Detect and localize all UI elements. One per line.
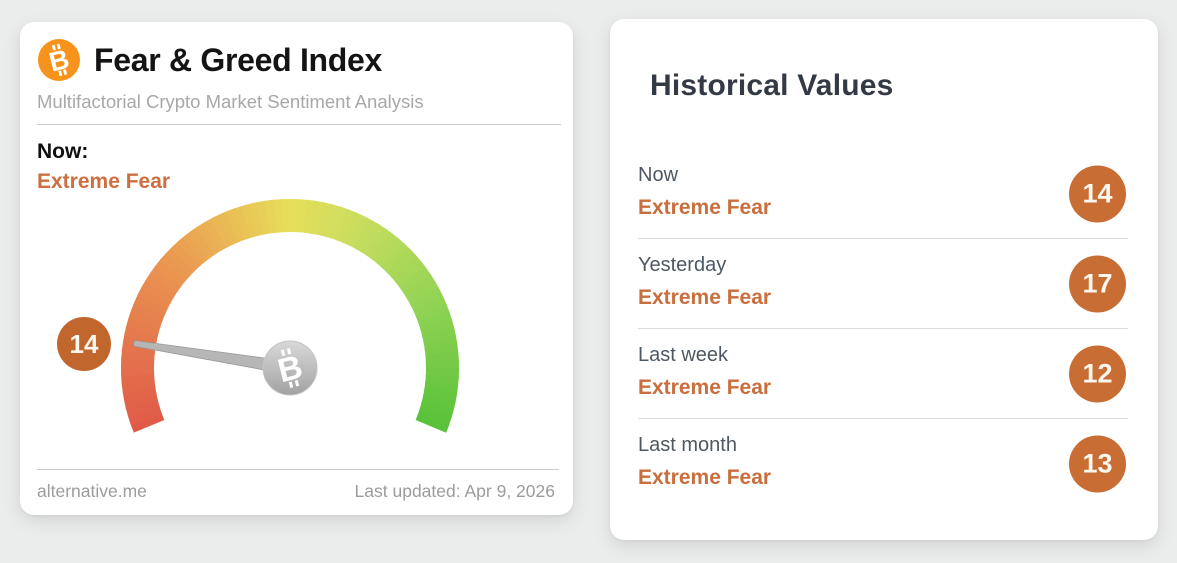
history-period-label: Yesterday — [638, 254, 727, 276]
gauge-value-badge: 14 — [57, 317, 111, 371]
history-sentiment: Extreme Fear — [638, 286, 772, 309]
current-sentiment: Extreme Fear — [37, 170, 171, 193]
fear-greed-gauge: B — [120, 198, 460, 433]
last-updated-text: Last updated: Apr 9, 2026 — [354, 481, 555, 501]
history-row-last-month: Last month Extreme Fear 13 — [638, 419, 1128, 508]
history-sentiment: Extreme Fear — [638, 376, 772, 399]
history-period-label: Now — [638, 164, 679, 186]
history-period-label: Last month — [638, 434, 737, 456]
historical-values-title: Historical Values — [650, 69, 894, 102]
bitcoin-icon: B — [38, 39, 80, 81]
historical-values-list: Now Extreme Fear 14 Yesterday Extreme Fe… — [638, 149, 1128, 508]
source-link[interactable]: alternative.me — [37, 481, 147, 501]
fear-greed-subtitle: Multifactorial Crypto Market Sentiment A… — [37, 91, 424, 112]
history-period-label: Last week — [638, 344, 729, 366]
history-row-now: Now Extreme Fear 14 — [638, 149, 1128, 239]
history-row-last-week: Last week Extreme Fear 12 — [638, 329, 1128, 419]
footer-divider — [37, 469, 559, 470]
bitcoin-hub-icon: B — [274, 348, 306, 390]
header-divider — [37, 124, 561, 125]
history-value-badge: 17 — [1069, 255, 1126, 312]
history-sentiment: Extreme Fear — [638, 466, 772, 489]
historical-values-card: Historical Values Now Extreme Fear 14 Ye… — [610, 19, 1158, 540]
history-sentiment: Extreme Fear — [638, 196, 772, 219]
fear-greed-header: B Fear & Greed Index — [37, 38, 553, 82]
fear-greed-title: Fear & Greed Index — [94, 41, 383, 78]
fear-greed-card: B Fear & Greed Index Multifactorial Cryp… — [20, 22, 573, 515]
now-label: Now: — [37, 140, 89, 163]
history-row-yesterday: Yesterday Extreme Fear 17 — [638, 239, 1128, 329]
history-value-badge: 12 — [1069, 345, 1126, 402]
card-footer: alternative.me Last updated: Apr 9, 2026 — [37, 481, 555, 502]
history-value-badge: 13 — [1069, 435, 1126, 492]
history-value-badge: 14 — [1069, 165, 1126, 222]
